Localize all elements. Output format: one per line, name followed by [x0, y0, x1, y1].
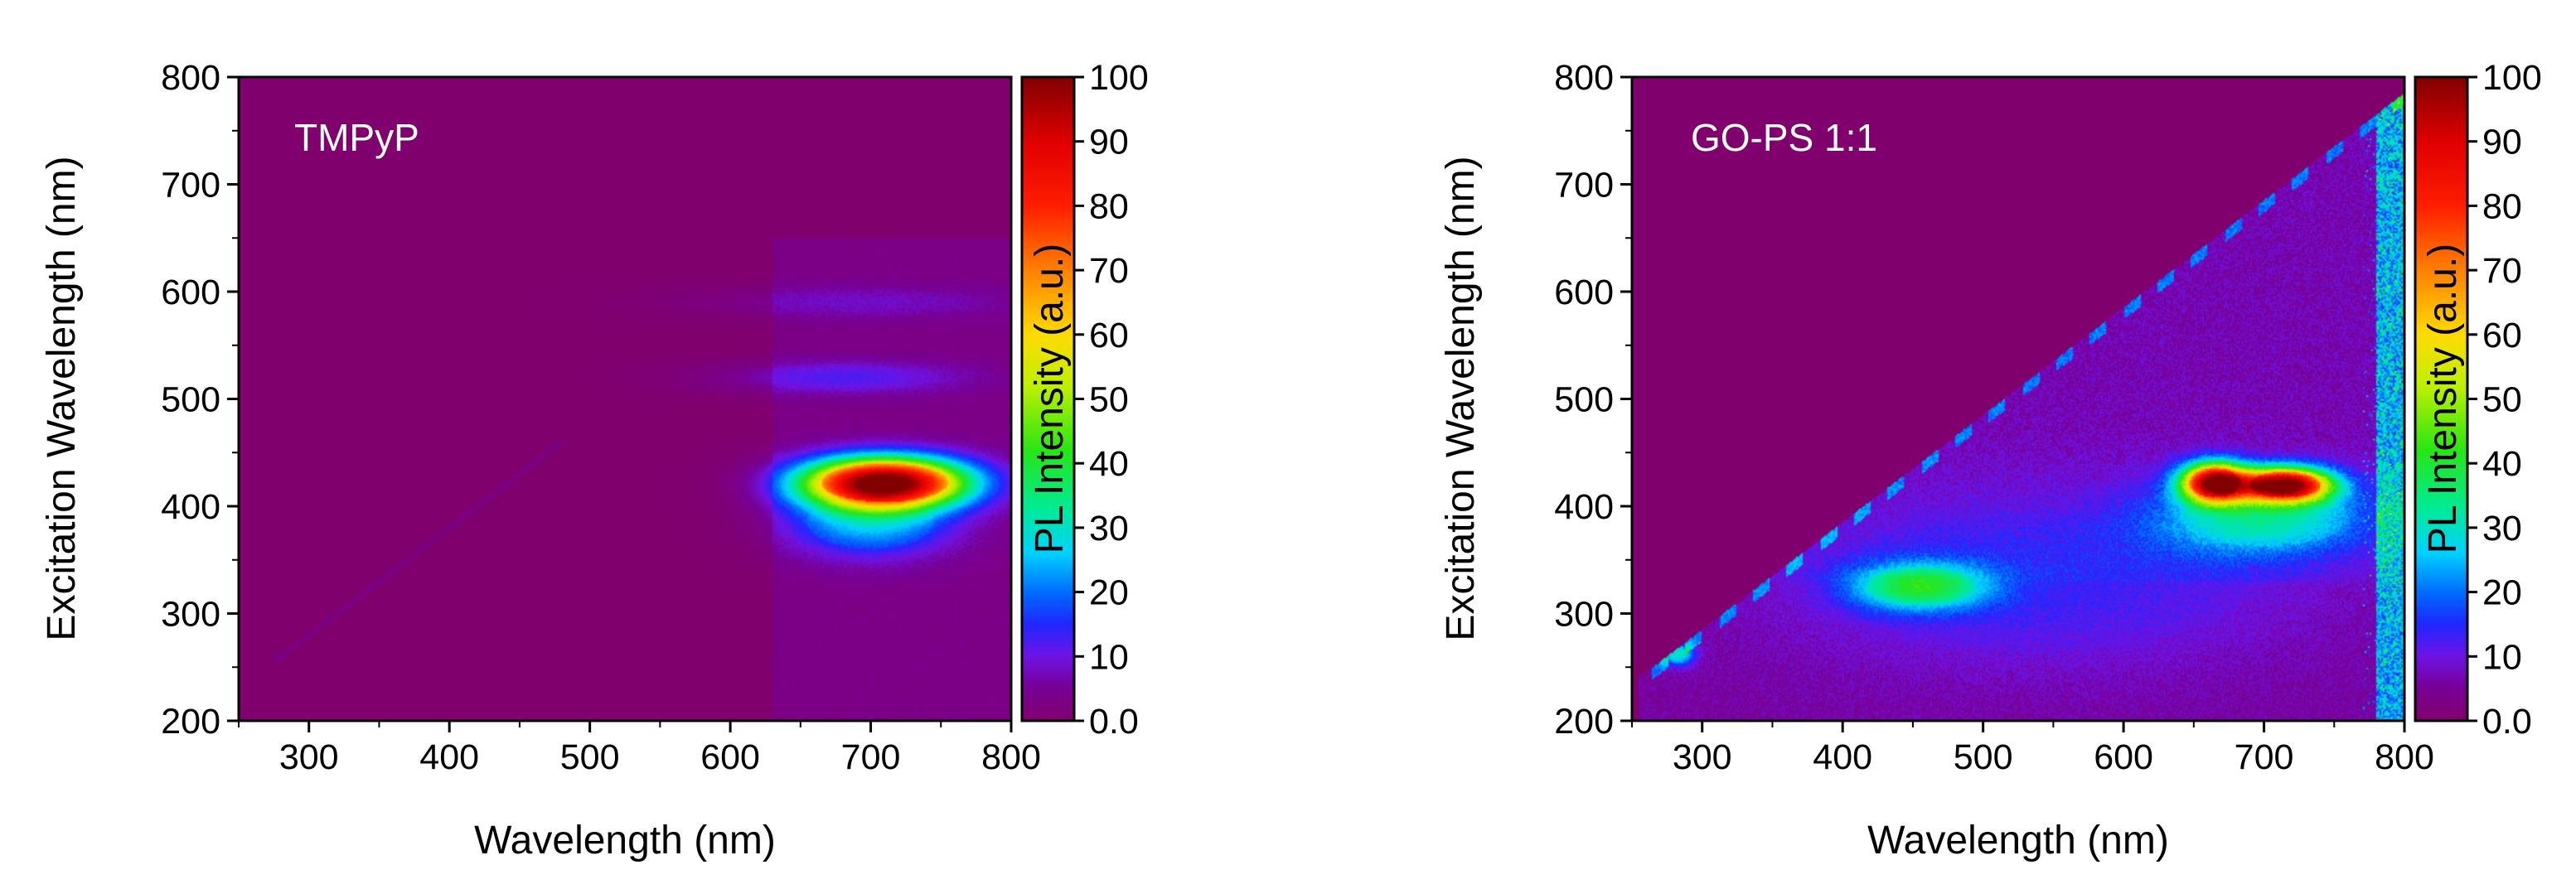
heatmap-image-1	[239, 77, 1011, 721]
colorbar-tick-label: 90	[1089, 123, 1129, 162]
y-tick-label: 300	[1554, 595, 1614, 635]
colorbar-tick-label: 100	[1089, 58, 1149, 98]
colorbar-tick-label: 30	[2482, 509, 2522, 548]
colorbar-gradient-1	[1022, 77, 1074, 721]
y-tick-label: 300	[161, 595, 220, 635]
panel-label-2: GO-PS 1:1	[1691, 116, 1877, 159]
panel-1: 300 400 500 600 700 800200300400500600700800 …	[40, 58, 1149, 862]
y-tick-label: 200	[161, 702, 220, 742]
colorbar-tick-label: 10	[2482, 637, 2522, 677]
colorbar-tick-label: 80	[2482, 186, 2522, 226]
colorbar-tick-label: 50	[2482, 380, 2522, 420]
colorbar-tick-label: 60	[2482, 316, 2522, 355]
colorbar-tick-label: 90	[2482, 123, 2522, 162]
y-tick-label: 800	[1554, 58, 1614, 98]
y-tick-label: 200	[1554, 702, 1614, 742]
colorbar-gradient-2	[2415, 77, 2467, 721]
colorbar-tick-label: 70	[2482, 251, 2522, 291]
colorbar-tick-label: 10	[1089, 637, 1129, 677]
colorbar-tick-label: 20	[2482, 573, 2522, 613]
colorbar-tick-label: 100	[2482, 58, 2542, 98]
y-tick-label: 400	[1554, 487, 1614, 527]
x-tick-label: 600	[700, 737, 760, 777]
colorbar-tick-label: 70	[1089, 251, 1129, 291]
y-tick-label: 500	[161, 380, 220, 420]
colorbar-title-1: PL Intensity (a.u.)	[1028, 244, 1072, 553]
panel-label-1: TMPyP	[294, 116, 419, 159]
x-tick-label: 800	[2375, 737, 2434, 777]
colorbar-tick-label: 40	[1089, 444, 1129, 484]
colorbar-tick-label: 50	[1089, 380, 1129, 420]
y-tick-label: 500	[1554, 380, 1614, 420]
x-tick-label: 300	[279, 737, 339, 777]
x-axis-title-2: Wavelength (nm)	[1867, 819, 2169, 862]
panel-2: 300 400 500 600 700 800200300400500600700800 …	[1439, 58, 2542, 862]
y-axis-title-2: Excitation Wavelength (nm)	[1439, 156, 1483, 640]
x-tick-label: 600	[2094, 737, 2153, 777]
x-axis-title-1: Wavelength (nm)	[474, 819, 776, 862]
colorbar-title-2: PL Intensity (a.u.)	[2421, 244, 2465, 553]
x-tick-label: 500	[1954, 737, 2013, 777]
y-axis-title-1: Excitation Wavelength (nm)	[40, 156, 84, 640]
y-tick-label: 400	[161, 487, 220, 527]
x-tick-label: 400	[419, 737, 479, 777]
colorbar-ticks-1: 0.0 10 20 30 40 50 60 70 80 90 100	[1074, 58, 1149, 742]
x-tick-label: 300	[1673, 737, 1732, 777]
x-tick-label: 700	[2235, 737, 2294, 777]
x-tick-label: 500	[560, 737, 620, 777]
x-tick-label: 800	[981, 737, 1041, 777]
colorbar-ticks-2: 0.0 10 20 30 40 50 60 70 80 90 100	[2467, 58, 2542, 742]
colorbar-tick-label: 0.0	[1089, 702, 1139, 742]
ticks-1: 300 400 500 600 700 800 200 300 400 500 600 700 800	[161, 58, 1041, 777]
x-tick-label: 400	[1813, 737, 1872, 777]
colorbar-tick-label: 60	[1089, 316, 1129, 355]
heatmap-image-2	[1632, 77, 2404, 721]
colorbar-tick-label: 20	[1089, 573, 1129, 613]
y-tick-label: 700	[161, 166, 220, 205]
colorbar-tick-label: 30	[1089, 509, 1129, 548]
colorbar-tick-label: 0.0	[2482, 702, 2532, 742]
x-tick-label: 700	[841, 737, 901, 777]
y-tick-label: 600	[1554, 273, 1614, 312]
ticks-2: 300 400 500 600 700 800 200 300 400 500 600 700 800	[1554, 58, 2434, 777]
y-tick-label: 800	[161, 58, 220, 98]
y-tick-label: 700	[1554, 166, 1614, 205]
y-tick-label: 600	[161, 273, 220, 312]
colorbar-tick-label: 80	[1089, 186, 1129, 226]
colorbar-tick-label: 40	[2482, 444, 2522, 484]
